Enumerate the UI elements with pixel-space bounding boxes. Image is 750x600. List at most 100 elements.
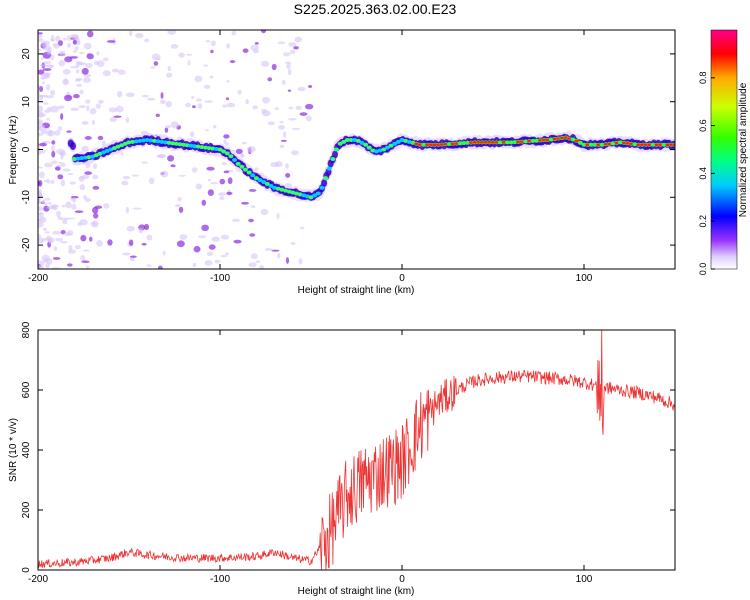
spectrogram-noise-blob bbox=[299, 226, 305, 230]
spectrogram-ridge-peak bbox=[672, 143, 675, 147]
spectrogram-ridge-outer bbox=[332, 150, 339, 159]
spectrogram-ridge-peak bbox=[607, 142, 612, 146]
spectrogram-noise-blob bbox=[86, 105, 90, 112]
spectrogram-noise-blob bbox=[214, 259, 221, 264]
spectrogram-noise-blob bbox=[56, 210, 61, 218]
spectrogram-ridge-peak bbox=[640, 143, 645, 147]
spectrogram-ridge-core bbox=[588, 142, 594, 147]
spectrogram-noise-blob bbox=[38, 180, 43, 187]
spectrogram-noise-blob bbox=[71, 33, 79, 40]
spectrogram-noise-blob bbox=[64, 56, 73, 63]
spectrogram-noise-blob bbox=[40, 57, 44, 60]
spectrogram-noise-blob bbox=[49, 65, 54, 69]
spectrogram-noise-blob bbox=[67, 42, 71, 48]
spectrogram-noise-blob bbox=[285, 173, 291, 178]
snr-xtick-label: 0 bbox=[399, 574, 405, 585]
spectrogram-noise-blob bbox=[83, 73, 92, 78]
spectrogram-noise-blob bbox=[44, 202, 48, 206]
spectrogram-ridge-core bbox=[341, 139, 347, 144]
spectrogram-noise-blob bbox=[96, 60, 105, 68]
spectrogram-noise-blob bbox=[41, 254, 51, 262]
spectrogram-noise-blob bbox=[187, 60, 191, 66]
spectrogram-noise-blob bbox=[245, 98, 249, 105]
spectrogram-noise-blob bbox=[93, 213, 99, 219]
snr-ytick-label: 200 bbox=[21, 501, 32, 518]
spectrogram-noise-blob bbox=[53, 130, 61, 136]
spectrogram-ridge-core bbox=[366, 145, 372, 150]
spectrogram-noise-blob bbox=[165, 124, 171, 129]
spectrogram-noise-blob bbox=[64, 94, 73, 102]
spectrogram-noise-blob bbox=[260, 208, 269, 216]
spectrogram-noise-blob bbox=[81, 145, 90, 152]
spectrogram-noise-blob bbox=[46, 107, 52, 111]
spectrogram-noise-blob bbox=[57, 216, 63, 220]
spectrogram-noise-blob bbox=[250, 205, 256, 209]
spectrogram-noise-blob bbox=[246, 145, 256, 153]
spectrogram-noise-blob bbox=[235, 148, 243, 155]
spectrogram-noise-blob bbox=[241, 201, 250, 205]
spectrogram-noise-blob bbox=[83, 42, 92, 50]
spectrogram-noise-blob bbox=[38, 95, 44, 101]
spectrogram-ridge-core bbox=[323, 176, 329, 181]
spectrogram-noise-blob bbox=[72, 50, 78, 53]
spectrogram-noise-blob bbox=[288, 42, 297, 47]
spectrogram-noise-blob bbox=[60, 179, 66, 187]
spectrogram-noise-blob bbox=[252, 105, 259, 110]
spectrogram-ridge-peak bbox=[621, 141, 627, 145]
spectrogram-ylabel: Frequency (Hz) bbox=[8, 116, 19, 185]
spectrogram-noise-blob bbox=[210, 182, 219, 185]
spectrogram-noise-blob bbox=[271, 63, 277, 71]
snr-xtick-label: 100 bbox=[576, 574, 593, 585]
spectrogram-ridge-peak bbox=[596, 143, 601, 147]
spectrogram-noise-blob bbox=[63, 78, 68, 85]
spectrogram-noise-blob bbox=[157, 265, 163, 269]
spectrogram-noise-blob bbox=[285, 257, 290, 264]
spectrogram-noise-blob bbox=[38, 32, 43, 35]
spectrogram-ridge-peak bbox=[483, 141, 488, 144]
spectrogram-data bbox=[38, 30, 675, 269]
spectrogram-noise-blob bbox=[249, 233, 256, 237]
spectrogram-noise-blob bbox=[48, 201, 52, 205]
spectrogram-noise-blob bbox=[297, 86, 306, 92]
spectrogram-ridge-peak bbox=[414, 142, 419, 146]
spectrogram-noise-blob bbox=[192, 105, 196, 109]
spectrogram-noise-blob bbox=[93, 163, 98, 170]
spectrogram-noise-blob bbox=[67, 173, 74, 176]
spectrogram-noise-blob bbox=[185, 53, 193, 56]
spectrogram-noise-blob bbox=[87, 30, 94, 38]
spectrogram-noise-blob bbox=[48, 129, 52, 137]
spectrogram-ridge-core bbox=[530, 138, 536, 143]
spectrogram-noise-blob bbox=[260, 30, 267, 34]
spectrogram-noise-blob bbox=[259, 265, 264, 269]
spectrogram-xtick-label: -100 bbox=[210, 273, 230, 284]
spectrogram-ridge-peak bbox=[454, 142, 459, 145]
spectrogram-ridge-core bbox=[253, 176, 259, 181]
spectrogram-ridge-peak bbox=[476, 141, 481, 144]
spectrogram-noise-blob bbox=[46, 235, 52, 241]
spectrogram-noise-blob bbox=[120, 152, 124, 156]
spectrogram-ytick-label: 0 bbox=[21, 146, 32, 152]
spectrogram-noise-blob bbox=[203, 84, 211, 89]
spectrogram-noise-blob bbox=[38, 264, 44, 269]
spectrogram-xtick-label: -200 bbox=[28, 273, 48, 284]
spectrogram-ridge-core bbox=[224, 151, 230, 156]
spectrogram-ridge-peak bbox=[665, 143, 670, 147]
spectrogram-noise-blob bbox=[38, 171, 45, 179]
spectrogram-xlabel: Height of straight line (km) bbox=[298, 285, 415, 296]
spectrogram-noise-blob bbox=[45, 84, 51, 91]
spectrogram-noise-blob bbox=[117, 90, 123, 98]
spectrogram-noise-blob bbox=[113, 115, 122, 118]
spectrogram-ridge-core bbox=[392, 141, 398, 146]
spectrogram-noise-blob bbox=[141, 242, 147, 246]
snr-panel: -200 -100 0 100 0 200 400 600 800 Height of stra… bbox=[8, 321, 676, 597]
spectrogram-noise-blob bbox=[167, 30, 176, 35]
spectrogram-noise-blob bbox=[160, 99, 166, 105]
spectrogram-noise-blob bbox=[288, 117, 297, 121]
spectrogram-noise-blob bbox=[86, 53, 94, 60]
spectrogram-noise-blob bbox=[306, 115, 312, 122]
spectrogram-noise-blob bbox=[80, 234, 87, 242]
spectrogram-ridge-peak bbox=[643, 143, 649, 147]
spectrogram-noise-blob bbox=[41, 199, 46, 205]
spectrogram-ridge-peak bbox=[494, 141, 499, 144]
spectrogram-noise-blob bbox=[58, 161, 63, 164]
